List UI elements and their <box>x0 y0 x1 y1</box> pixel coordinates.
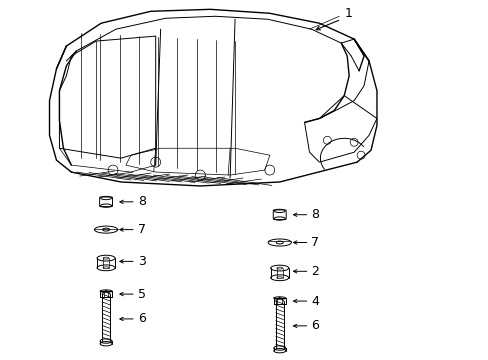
Text: 4: 4 <box>311 294 319 307</box>
Text: 7: 7 <box>138 223 145 236</box>
Text: 5: 5 <box>138 288 145 301</box>
Text: 6: 6 <box>311 319 319 332</box>
Text: 8: 8 <box>138 195 145 208</box>
Text: 2: 2 <box>311 265 319 278</box>
Text: 6: 6 <box>138 312 145 325</box>
Text: 3: 3 <box>138 255 145 268</box>
Text: 8: 8 <box>311 208 319 221</box>
Text: 1: 1 <box>344 7 351 20</box>
Text: 7: 7 <box>311 236 319 249</box>
